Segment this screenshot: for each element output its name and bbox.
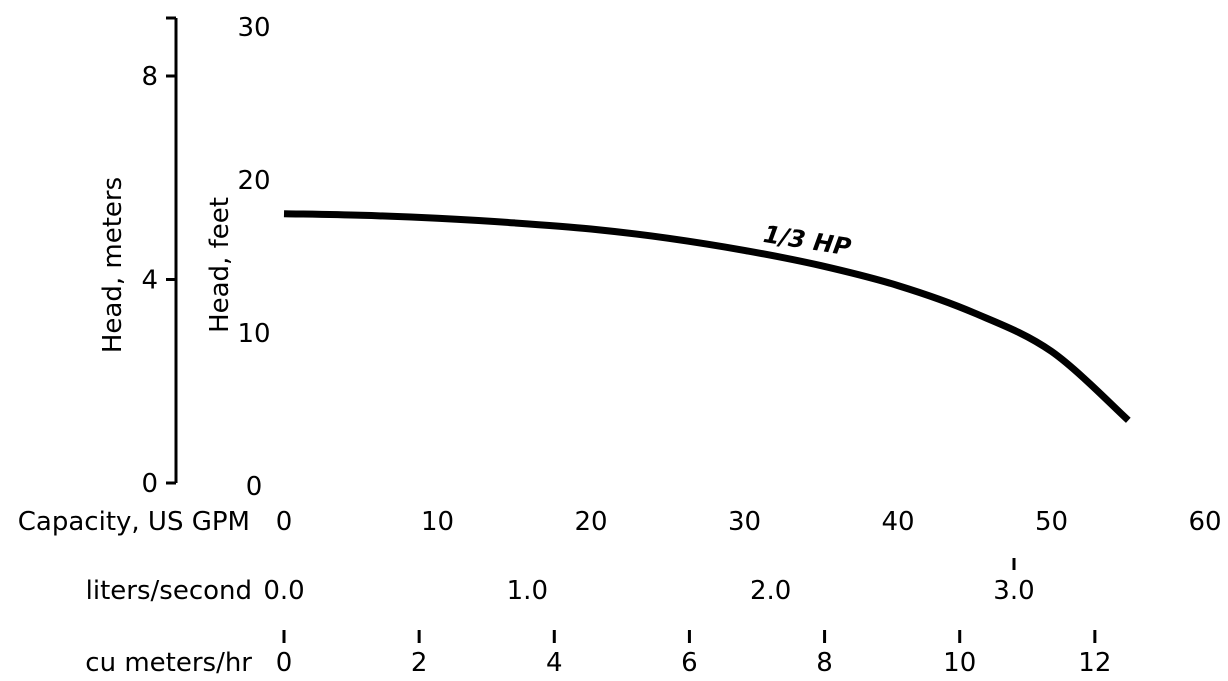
meters-tick-label: 8	[141, 62, 158, 92]
gpm-tick-label: 10	[421, 507, 454, 537]
lps-tick-label: 1.0	[507, 576, 548, 606]
gpm-axis: Capacity, US GPM 0 10 20 30 40 50 60	[18, 507, 1222, 537]
gpm-axis-label: Capacity, US GPM	[18, 507, 250, 537]
meters-axis-label: Head, meters	[98, 177, 128, 353]
feet-axis: 0 10 20 30 Head, feet	[205, 13, 271, 502]
meters-tick-label: 4	[141, 265, 158, 295]
feet-tick-label: 30	[237, 13, 270, 43]
cmh-axis: cu meters/hr 0 2 4 6 8 10 12	[85, 630, 1111, 678]
feet-tick-label: 10	[237, 319, 270, 349]
lps-tick-label: 2.0	[750, 576, 791, 606]
feet-axis-label: Head, feet	[205, 197, 235, 333]
curve-1-3-hp	[283, 210, 1131, 423]
gpm-tick-label: 60	[1188, 507, 1221, 537]
gpm-tick-label: 40	[881, 507, 914, 537]
lps-tick-label: 0.0	[263, 576, 304, 606]
meters-axis: 0 4 8 Head, meters	[98, 16, 178, 499]
cmh-tick-label: 2	[411, 648, 428, 678]
meters-tick-label: 0	[141, 469, 158, 499]
curves: 1/3 HP	[283, 210, 1131, 423]
feet-tick-label: 0	[246, 472, 263, 502]
cmh-axis-label: cu meters/hr	[85, 648, 252, 678]
cmh-tick-label: 12	[1078, 648, 1111, 678]
cmh-tick-label: 10	[943, 648, 976, 678]
lps-tick-label: 3.0	[993, 576, 1034, 606]
feet-tick-label: 20	[237, 166, 270, 196]
gpm-tick-label: 20	[574, 507, 607, 537]
lps-axis-label: liters/second	[86, 576, 252, 606]
gpm-tick-label: 0	[276, 507, 293, 537]
gpm-tick-label: 30	[728, 507, 761, 537]
gpm-tick-label: 50	[1035, 507, 1068, 537]
lps-axis: liters/second 0.0 1.0 2.0 3.0	[86, 558, 1035, 606]
cmh-tick-label: 4	[546, 648, 563, 678]
cmh-tick-label: 0	[276, 648, 293, 678]
cmh-tick-label: 8	[816, 648, 833, 678]
cmh-tick-label: 6	[681, 648, 698, 678]
